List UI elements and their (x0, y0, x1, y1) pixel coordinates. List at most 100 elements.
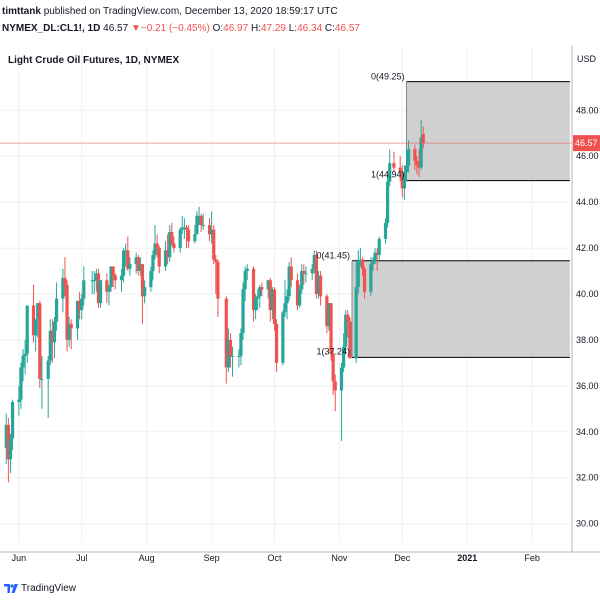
candle (195, 211, 199, 235)
candle (285, 289, 289, 320)
candle-body (333, 381, 337, 391)
candle-body (50, 330, 54, 343)
candle-body (283, 303, 287, 313)
candle-body (329, 303, 333, 354)
candle (333, 374, 337, 412)
candle (331, 349, 335, 396)
candle (362, 266, 367, 299)
candle (126, 236, 130, 272)
candle (69, 319, 73, 350)
candle-body (304, 273, 308, 275)
candle (21, 349, 25, 382)
candle (329, 303, 333, 361)
candle (298, 284, 302, 308)
y-tick-label: 36.00 (576, 381, 599, 391)
candle (254, 294, 258, 320)
last-price: 46.57 (103, 23, 129, 34)
candle (122, 248, 126, 283)
chart-title: Light Crude Oil Futures, 1D, NYMEX (8, 55, 180, 66)
candle-body (124, 250, 128, 252)
candle-body (310, 268, 314, 274)
candle-body (354, 287, 358, 359)
rectangle-drawings[interactable] (351, 81, 570, 358)
candle (256, 289, 260, 311)
box-top-label: 0(41.45) (316, 251, 350, 261)
author-name[interactable]: timttank (2, 6, 41, 17)
close-label: C: (324, 23, 335, 34)
candle (413, 144, 417, 170)
candle (166, 234, 170, 265)
candle-body (312, 254, 316, 269)
candle (228, 333, 233, 368)
candle-body (80, 298, 84, 311)
y-tick-label: 42.00 (576, 243, 599, 253)
candle (180, 215, 184, 235)
candle-body (383, 222, 388, 239)
candle (371, 257, 375, 272)
candle-body (268, 280, 272, 311)
candle (302, 264, 306, 285)
candle-body (178, 229, 182, 249)
candle (98, 280, 103, 308)
candle-body (94, 273, 98, 281)
candle-body (281, 312, 285, 363)
candle (358, 248, 362, 267)
y-tick-label: 48.00 (576, 105, 599, 115)
candle-body (258, 287, 262, 297)
candle (212, 225, 216, 265)
candle (170, 222, 174, 246)
candle (392, 151, 396, 173)
candle (105, 273, 109, 304)
candle-body (266, 280, 270, 290)
candle-body (274, 323, 279, 363)
candle-body (207, 225, 212, 235)
candle (31, 284, 36, 343)
low-value: 46.34 (297, 23, 323, 34)
candle (398, 156, 402, 182)
candle-body (136, 257, 140, 272)
low-label: L: (288, 23, 298, 34)
candle-body (48, 330, 52, 361)
candle (406, 140, 411, 173)
candle (360, 257, 365, 276)
price-change: −0.21 (−0.45%) (140, 23, 210, 34)
candle (226, 328, 230, 373)
candle (151, 250, 155, 281)
candle (19, 362, 23, 409)
candle-body (316, 275, 321, 294)
candle-body (373, 252, 377, 262)
candle (356, 250, 360, 294)
candle-body (224, 298, 228, 368)
candle (339, 362, 344, 441)
candle-body (325, 296, 329, 327)
candle-body (318, 275, 323, 297)
candle-body (23, 353, 27, 356)
tradingview-logo[interactable]: TradingView (4, 582, 76, 594)
candle (400, 165, 404, 198)
candle (63, 257, 67, 297)
candle-body (210, 229, 214, 235)
candle-body (360, 259, 365, 269)
candle (373, 248, 377, 265)
x-tick-label: Jun (12, 553, 27, 563)
candle (138, 257, 142, 276)
candle (50, 319, 54, 363)
candle (111, 266, 115, 288)
candle (40, 356, 44, 409)
candle (287, 261, 291, 301)
candle-body (78, 300, 82, 311)
candle (25, 305, 29, 363)
candle-body (388, 163, 392, 182)
x-tick-label: Aug (139, 553, 155, 563)
candle-body (251, 268, 256, 311)
candle (149, 266, 153, 292)
candle-body (212, 229, 216, 260)
x-tick-label: Sep (204, 553, 220, 563)
candle (163, 241, 168, 272)
candle (36, 303, 40, 338)
candle-body (138, 264, 142, 272)
candle (237, 349, 241, 368)
candle (342, 333, 346, 373)
last-price-label: 46.57 (575, 138, 598, 148)
